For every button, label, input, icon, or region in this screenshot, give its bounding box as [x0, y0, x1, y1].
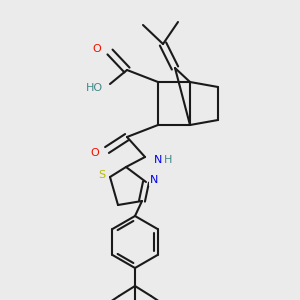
Text: O: O: [91, 148, 99, 158]
Text: N: N: [150, 175, 158, 185]
Text: S: S: [98, 170, 106, 180]
Text: N: N: [154, 155, 162, 165]
Text: H: H: [164, 155, 172, 165]
Text: O: O: [93, 44, 101, 54]
Text: HO: HO: [85, 83, 103, 93]
